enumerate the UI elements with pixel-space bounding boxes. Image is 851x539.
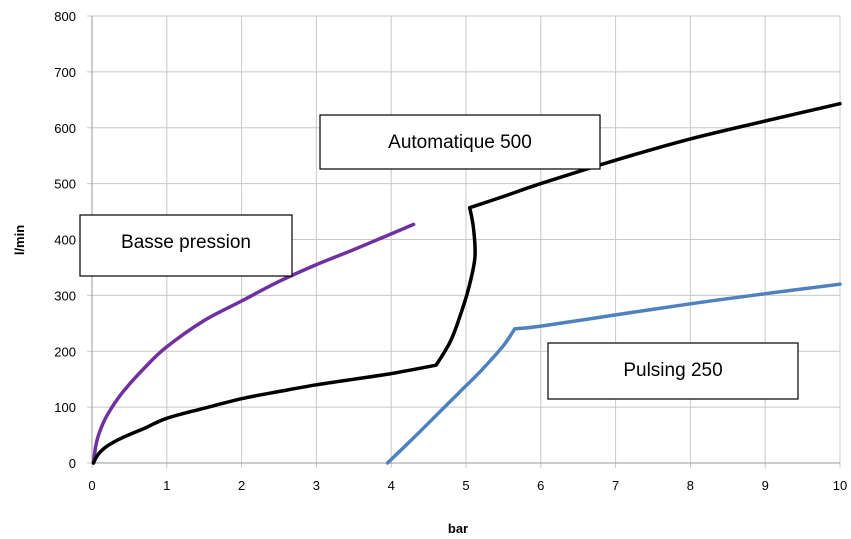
- annotation-text-basse-pression: Basse pression: [121, 232, 251, 253]
- x-tick-label: 10: [833, 478, 847, 493]
- x-axis-label: bar: [448, 521, 468, 536]
- series-line-pulsing-250: [385, 282, 842, 465]
- x-tick-label: 8: [687, 478, 694, 493]
- y-tick-label: 800: [54, 9, 76, 24]
- y-tick-label: 600: [54, 121, 76, 136]
- x-tick-labels: 0 1 2 3 4 5 6 7 8 9 10: [88, 478, 847, 493]
- x-tick-label: 4: [388, 478, 395, 493]
- y-tick-label: 0: [69, 456, 76, 471]
- x-tick-label: 0: [88, 478, 95, 493]
- x-tick-label: 3: [313, 478, 320, 493]
- x-tick-label: 7: [612, 478, 619, 493]
- annotation-pulsing: Pulsing 250: [547, 342, 799, 400]
- annotation-automatique: Automatique 500: [319, 114, 601, 170]
- x-tick-label: 2: [238, 478, 245, 493]
- annotation-basse-pression: Basse pression: [79, 214, 293, 277]
- x-tick-label: 6: [537, 478, 544, 493]
- y-tick-label: 700: [54, 65, 76, 80]
- y-tick-label: 400: [54, 233, 76, 248]
- annotation-box-pulsing: [547, 342, 799, 400]
- x-tick-label: 1: [163, 478, 170, 493]
- annotation-box-basse-pression: [79, 214, 293, 277]
- y-tick-labels: 0 100 200 300 400 500 600 700 800: [54, 9, 76, 471]
- y-tick-label: 300: [54, 288, 76, 303]
- series-line-basse-pression: [91, 222, 416, 465]
- annotation-box-automatique: [319, 114, 601, 170]
- x-tick-label: 9: [762, 478, 769, 493]
- x-tick-label: 5: [462, 478, 469, 493]
- annotation-text-automatique: Automatique 500: [388, 132, 532, 153]
- annotation-text-pulsing: Pulsing 250: [623, 360, 722, 381]
- y-axis-label: l/min: [12, 225, 27, 255]
- y-tick-label: 200: [54, 344, 76, 359]
- y-tick-label: 500: [54, 177, 76, 192]
- series-layer: [91, 101, 842, 465]
- series-line-automatique-500: [91, 101, 842, 465]
- y-tick-label: 100: [54, 400, 76, 415]
